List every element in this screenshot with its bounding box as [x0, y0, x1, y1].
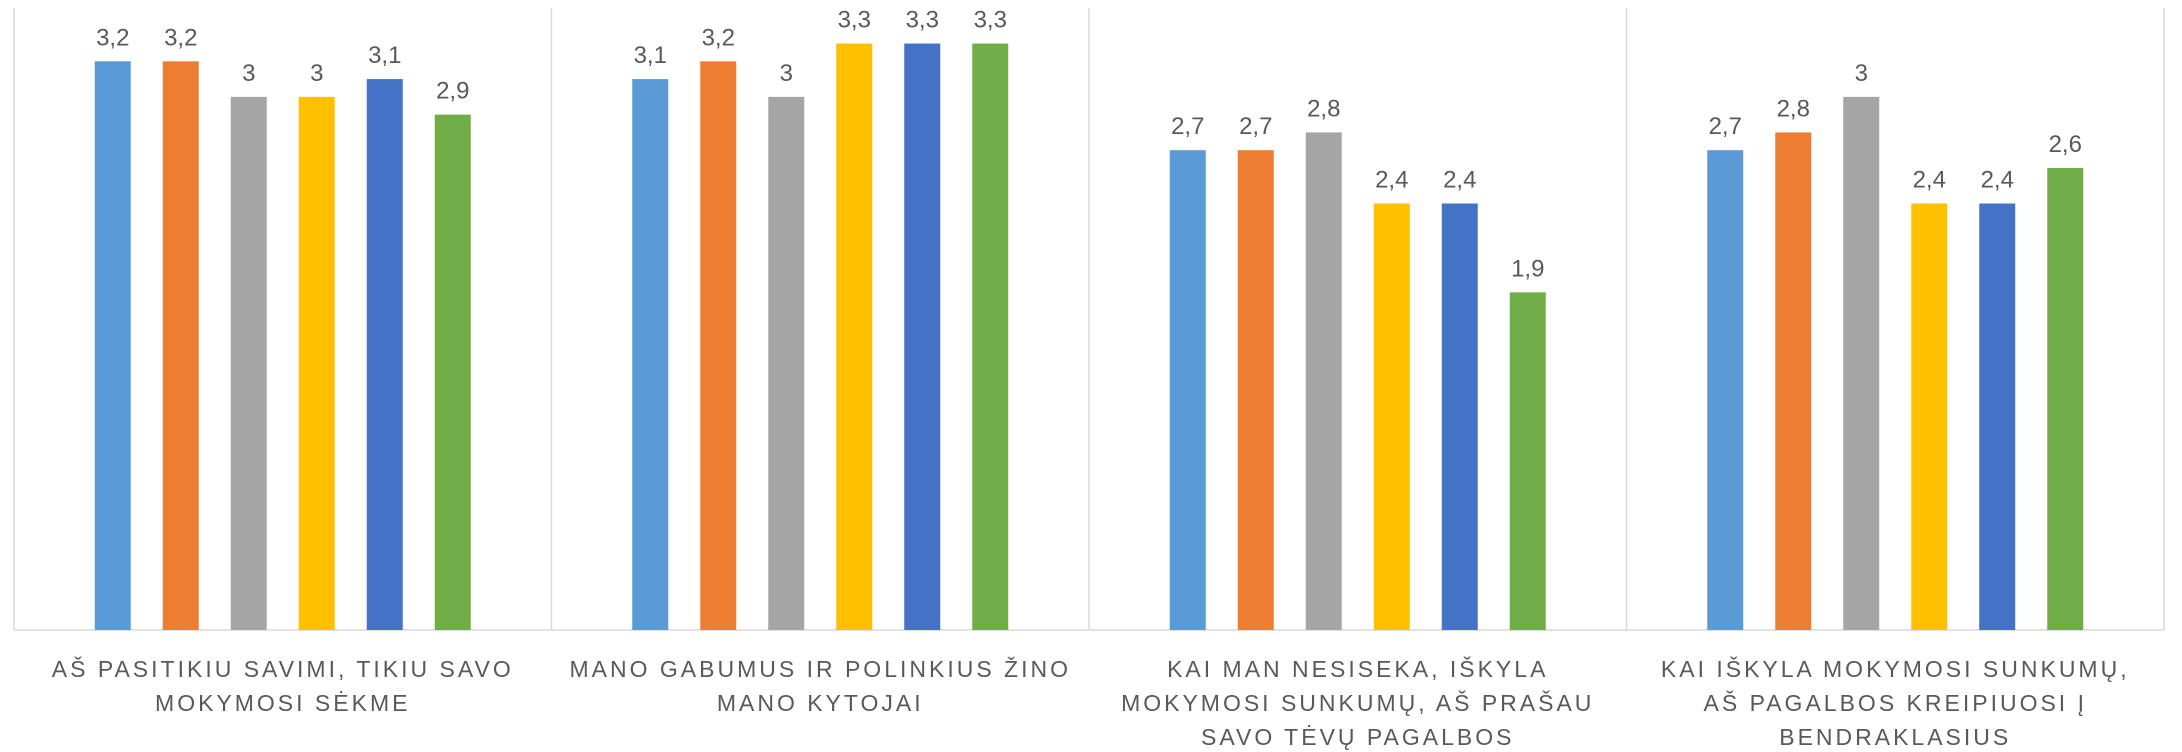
- bar: [434, 114, 471, 631]
- x-tick-label: AŠ PASITIKIU SAVIMI, TIKIU SAVO MOKYMOSI…: [51, 656, 514, 716]
- bar: [1305, 132, 1342, 630]
- value-label: 3,1: [368, 42, 401, 69]
- x-tick-label: KAI IŠKYLA MOKYMOSI SUNKUMŲ, AŠ PAGALBOS…: [1660, 656, 2130, 750]
- value-label: 2,8: [1777, 95, 1810, 122]
- value-label: 2,7: [1709, 113, 1742, 140]
- bar: [1509, 292, 1546, 630]
- bar: [700, 61, 737, 631]
- value-label: 3: [1855, 60, 1868, 87]
- bar: [1775, 132, 1812, 630]
- bar: [632, 79, 669, 631]
- bar: [1373, 203, 1410, 630]
- value-label: 3,3: [906, 7, 939, 34]
- value-label: 2,4: [1375, 166, 1408, 193]
- bar: [836, 43, 873, 631]
- x-tick-label: MANO GABUMUS IR POLINKIUS ŽINO MANO KYTO…: [569, 656, 1071, 716]
- bar: [1979, 203, 2016, 630]
- value-label: 3,2: [96, 24, 129, 51]
- value-label: 3: [242, 60, 255, 87]
- bar: [366, 79, 403, 631]
- value-label: 3,2: [702, 24, 735, 51]
- bar: [230, 96, 267, 631]
- value-label: 2,7: [1239, 113, 1272, 140]
- value-label: 2,7: [1171, 113, 1204, 140]
- bar: [298, 96, 335, 631]
- bar: [1237, 150, 1274, 630]
- bar: [1843, 96, 1880, 631]
- bar: [768, 96, 805, 631]
- x-tick-label: KAI MAN NESISEKA, IŠKYLA MOKYMOSI SUNKUM…: [1121, 656, 1595, 750]
- bar: [2047, 167, 2084, 630]
- value-label: 2,8: [1307, 95, 1340, 122]
- bar: [972, 43, 1009, 631]
- value-label: 1,9: [1511, 255, 1544, 282]
- bar: [904, 43, 941, 631]
- bar: [1441, 203, 1478, 630]
- bar: [1911, 203, 1948, 630]
- value-label: 2,4: [1443, 166, 1476, 193]
- value-label: 3,3: [838, 7, 871, 34]
- bar: [1169, 150, 1206, 630]
- value-label: 3: [310, 60, 323, 87]
- value-label: 2,6: [2049, 131, 2082, 158]
- value-label: 2,9: [436, 78, 469, 105]
- value-label: 2,4: [1981, 166, 2014, 193]
- value-label: 3,3: [974, 7, 1007, 34]
- bar: [1707, 150, 1744, 630]
- value-label: 3: [780, 60, 793, 87]
- value-label: 3,2: [164, 24, 197, 51]
- value-label: 3,1: [634, 42, 667, 69]
- bar: [94, 61, 131, 631]
- value-label: 2,4: [1913, 166, 1946, 193]
- bar: [162, 61, 199, 631]
